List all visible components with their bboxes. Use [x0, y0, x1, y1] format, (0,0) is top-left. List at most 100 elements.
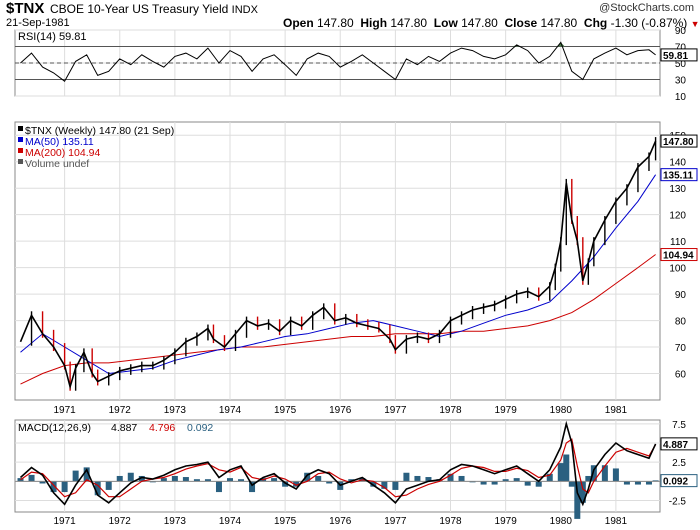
macd-histogram-bar: [645, 481, 652, 485]
macd-histogram-bar: [458, 475, 465, 482]
macd-histogram-bar: [171, 475, 178, 482]
macd-histogram-bar: [249, 481, 256, 493]
price-tick-label: 60: [675, 370, 687, 381]
macd-histogram-bar: [585, 475, 592, 482]
macd-histogram-bar: [491, 481, 498, 485]
macd-histogram-bar: [557, 463, 564, 482]
watermark: @StockCharts.com: [599, 2, 694, 14]
ma50-last-value-text: 135.11: [663, 171, 693, 182]
macd-histogram-bar: [590, 465, 597, 482]
x-tick-label: 1971: [53, 516, 76, 527]
x-tick-label: 1974: [219, 516, 242, 527]
macd-histogram-bar: [293, 481, 300, 487]
ma50-last-value-box: [660, 168, 698, 182]
macd-histogram-bar: [524, 481, 531, 486]
macd-histogram-bar: [634, 481, 641, 485]
price-tick-label: 90: [675, 290, 687, 301]
price-tick-label: 140: [669, 158, 686, 169]
ma200-last-value-box: [660, 248, 698, 262]
macd-legend-value: 4.887: [111, 422, 137, 434]
close-label: Close: [504, 16, 538, 30]
x-tick-label: 1972: [109, 516, 132, 527]
x-tick-label: 1973: [164, 516, 187, 527]
price-frame: [14, 121, 661, 401]
rsi-tick-label: 90: [675, 26, 687, 37]
macd-histogram-bar: [480, 481, 487, 485]
x-tick-label: 1980: [550, 516, 573, 527]
macd-histogram-bar: [568, 481, 575, 487]
exchange: INDX: [231, 4, 258, 16]
x-tick-label: 1975: [274, 516, 297, 527]
price-legend-swatch: [18, 159, 23, 164]
price-last-value-text: 147.80: [663, 137, 694, 148]
rsi-legend: RSI(14) 59.81: [18, 31, 86, 43]
macd-histogram-bar: [403, 472, 410, 482]
macd-histogram-bar: [414, 475, 421, 482]
x-tick-label: 1976: [329, 405, 352, 416]
open-label: Open: [283, 16, 314, 30]
price-panel: 60708090100110120130140150$TNX (Weekly) …: [14, 121, 698, 401]
macd-tick-label: -2.5: [669, 497, 687, 508]
macd-histogram-bar: [182, 477, 189, 482]
macd-histogram-bar: [623, 481, 630, 485]
macd-histogram-bar: [83, 467, 90, 482]
x-axis-lower: 1971 1972 1973 1974 1975 1976 1977 1978 1979 1980…: [53, 516, 627, 527]
macd-histogram-bar: [204, 479, 211, 482]
x-tick-label: 1976: [329, 516, 352, 527]
macd-histogram-bar: [348, 479, 355, 482]
rsi-tick-label: 10: [675, 92, 687, 103]
macd-histogram-bar: [315, 475, 322, 482]
macd-frame: [14, 419, 661, 513]
macd-tick-label: 7.5: [672, 420, 686, 431]
macd-histogram-bar: [425, 477, 432, 482]
macd-histogram-bar: [271, 478, 278, 482]
macd-histogram-bar: [28, 474, 35, 482]
macd-histogram-bar: [238, 479, 245, 482]
price-legend-item: MA(200) 104.94: [25, 147, 100, 159]
macd-histogram-bar: [381, 481, 388, 489]
macd-legend-title: MACD(12,26,9): [18, 422, 91, 434]
x-tick-label: 1979: [495, 405, 518, 416]
x-tick-label: 1980: [550, 405, 573, 416]
instrument-name: CBOE 10-Year US Treasury Yield INDX: [50, 2, 258, 16]
macd-histogram-bar: [502, 479, 509, 482]
macd-histogram-bar: [127, 472, 134, 482]
macd-legend-hist: 0.092: [187, 422, 213, 434]
ma50-line: [20, 174, 657, 375]
macd-tick-label: 2.5: [672, 458, 686, 469]
macd-histogram-bar: [447, 473, 454, 482]
macd-histogram-bar: [116, 475, 123, 482]
macd-line: [19, 420, 657, 507]
high-value: 147.80: [390, 16, 428, 30]
x-tick-label: 1973: [164, 405, 187, 416]
price-last-value-box: [660, 134, 698, 148]
x-tick-label: 1978: [439, 516, 462, 527]
macd-histogram-bar: [193, 479, 200, 482]
x-tick-label: 1978: [439, 405, 462, 416]
x-axis-upper: 1971 1972 1973 1974 1975 1976 1977 1978 1979 1980…: [53, 405, 627, 416]
ohlc-bar: Open 147.80 High 147.80 Low 147.80 Close…: [283, 16, 700, 30]
macd-histogram-bar: [612, 468, 619, 482]
price-legend-item: $TNX (Weekly) 147.80 (21 Sep): [25, 125, 174, 137]
price-tick-label: 80: [675, 317, 687, 328]
x-tick-label: 1975: [274, 405, 297, 416]
macd-histogram-bar: [563, 454, 570, 482]
rsi-tick-label: 50: [675, 59, 687, 70]
rsi-tick-label: 70: [675, 43, 687, 54]
macd-histogram-bar: [574, 481, 581, 519]
ma200-last-value-text: 104.94: [663, 251, 694, 262]
rsi-last-value-box: [660, 48, 698, 62]
macd-histogram-bar: [601, 465, 608, 482]
x-tick-label: 1971: [53, 405, 76, 416]
macd-histogram-bar: [138, 475, 145, 482]
rsi-tick-label: 30: [675, 76, 687, 87]
x-tick-label: 1981: [605, 516, 628, 527]
x-tick-label: 1977: [384, 516, 407, 527]
price-tick-label: 70: [675, 343, 687, 354]
ma200-line: [20, 254, 656, 385]
price-legend-swatch: [18, 137, 23, 142]
macd-hist-last-value-text: 0.092: [663, 477, 688, 488]
high-label: High: [360, 16, 388, 30]
macd-histogram-bar: [370, 481, 377, 487]
